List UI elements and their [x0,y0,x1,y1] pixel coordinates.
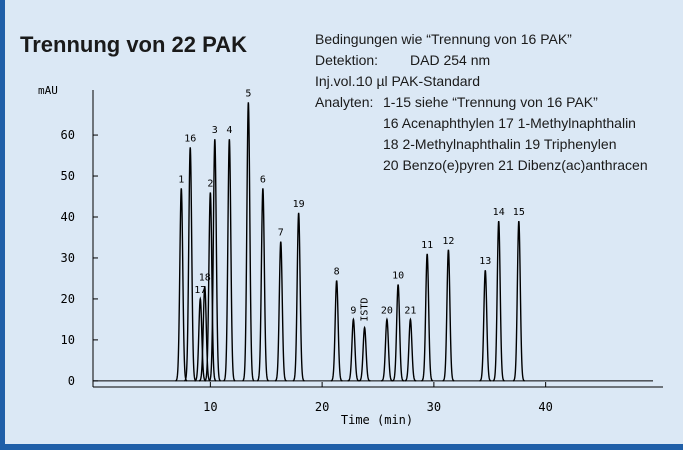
annotation-label: Analyten: [315,94,373,110]
y-tick-label: 60 [61,128,75,142]
peak [347,317,360,382]
chart-title: Trennung von 22 PAK [20,32,247,57]
y-tick-label: 0 [68,374,75,388]
peak [492,220,505,382]
annotation-text: 16 Acenaphthylen 17 1-Methylnaphthalin [383,115,636,131]
peak-label: 4 [226,125,232,136]
peak [184,147,197,382]
left-border [0,0,5,450]
peak-label: 6 [260,174,266,185]
peak-label: 7 [278,228,284,239]
peak [198,286,211,382]
peak [194,296,207,382]
annotation-text: 1-15 siehe “Trennung von 16 PAK” [383,94,598,110]
peak [358,325,371,382]
peak-label: 14 [493,207,505,218]
peak-label: 9 [350,305,356,316]
y-tick-label: 50 [61,169,75,183]
peak [392,284,405,382]
peak [442,249,455,382]
peak-label: 18 [199,273,211,284]
x-tick-label: 40 [538,400,552,414]
y-tick-label: 30 [61,251,75,265]
peak [381,317,393,382]
peak [175,188,188,382]
annotation-text: 10 µl PAK-Standard [357,73,480,89]
y-tick-label: 20 [61,292,75,306]
peak [274,241,287,382]
peak-label: 20 [381,305,393,316]
peak [242,102,255,382]
annotation-label: Detektion: [315,52,378,68]
peak-label: 16 [184,133,196,144]
x-axis-label: Time (min) [341,413,413,427]
peak-label: 15 [513,207,525,218]
annotation-label: Inj.vol.: [315,73,359,89]
annotation-text: DAD 254 nm [410,52,490,68]
peak-label: 21 [404,305,416,316]
annotation-text: 20 Benzo(e)pyren 21 Dibenz(ac)anthracen [383,157,648,173]
peak-label: 1 [178,174,184,185]
peak-label: 5 [245,88,251,99]
bottom-border [0,444,683,450]
peak [512,220,525,382]
x-tick-label: 10 [203,400,217,414]
x-tick-label: 20 [315,400,329,414]
peak [479,270,492,382]
peak [204,192,217,382]
peak [256,188,269,382]
x-tick-label: 30 [427,400,441,414]
peak [208,139,221,382]
annotation-text: Bedingungen wie “Trennung von 16 PAK” [315,31,572,47]
peak-label: 17 [194,285,206,296]
peak-label: ISTD [360,298,371,322]
peak-label: 2 [207,178,213,189]
peak [330,280,343,382]
peak [292,212,305,382]
annotations: Bedingungen wie “Trennung von 16 PAK” Det… [315,31,648,173]
y-tick-label: 40 [61,210,75,224]
y-tick-label: 10 [61,333,75,347]
peak-label: 10 [392,271,404,282]
peak-label: 12 [442,236,454,247]
peak-label: 11 [421,240,433,251]
peak [421,253,434,382]
peak-label: 13 [479,256,491,267]
y-axis-label: mAU [38,84,58,97]
peak [223,139,236,382]
peak-label: 19 [293,199,305,210]
peak-label: 3 [212,125,218,136]
annotation-text: 18 2-Methylnaphthalin 19 Triphenylen [383,136,617,152]
peak-label: 8 [334,266,340,277]
peak [404,317,417,382]
